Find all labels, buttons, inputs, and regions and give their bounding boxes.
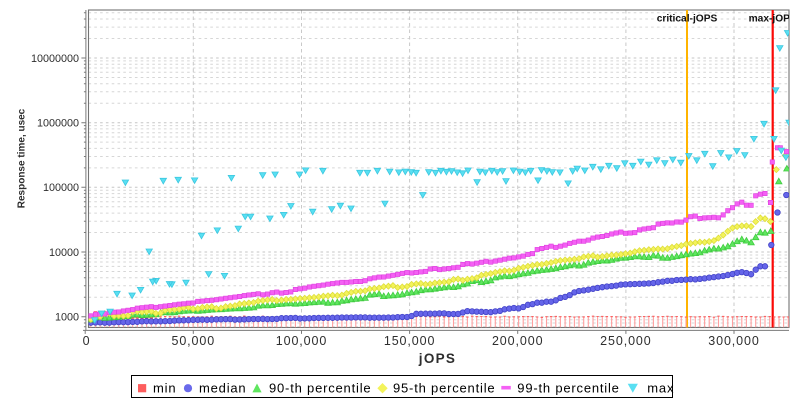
svg-text:max-jOPS: max-jOPS (749, 14, 797, 25)
svg-text:critical-jOPS: critical-jOPS (657, 14, 718, 25)
svg-text:250,000: 250,000 (600, 334, 651, 348)
svg-text:10000000: 10000000 (31, 53, 79, 65)
svg-text:90-th percentile: 90-th percentile (269, 380, 371, 395)
svg-text:150,000: 150,000 (384, 334, 435, 348)
svg-text:median: median (199, 380, 246, 395)
svg-text:300,000: 300,000 (708, 334, 759, 348)
svg-text:10000: 10000 (49, 247, 79, 259)
svg-text:1000000: 1000000 (37, 118, 79, 130)
svg-text:99-th percentile: 99-th percentile (517, 380, 619, 395)
svg-text:min: min (153, 380, 176, 395)
svg-text:0: 0 (83, 334, 91, 348)
svg-text:95-th percentile: 95-th percentile (393, 380, 495, 395)
svg-text:50,000: 50,000 (171, 334, 215, 348)
svg-text:1000: 1000 (55, 312, 79, 324)
svg-text:100,000: 100,000 (276, 334, 327, 348)
svg-text:max: max (647, 380, 674, 395)
svg-text:jOPS: jOPS (418, 351, 456, 366)
svg-text:200,000: 200,000 (492, 334, 543, 348)
svg-text:100000: 100000 (43, 182, 79, 194)
svg-text:Response time, usec: Response time, usec (17, 108, 28, 208)
